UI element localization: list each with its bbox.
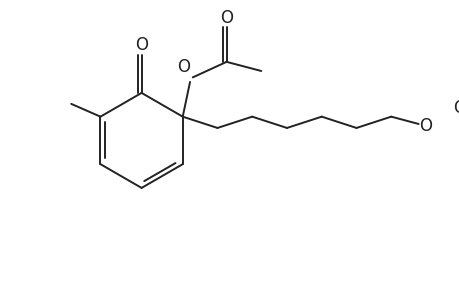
Text: O: O [453,98,459,116]
Text: O: O [418,117,431,135]
Text: O: O [219,9,233,27]
Text: O: O [135,36,148,54]
Text: O: O [177,58,190,76]
